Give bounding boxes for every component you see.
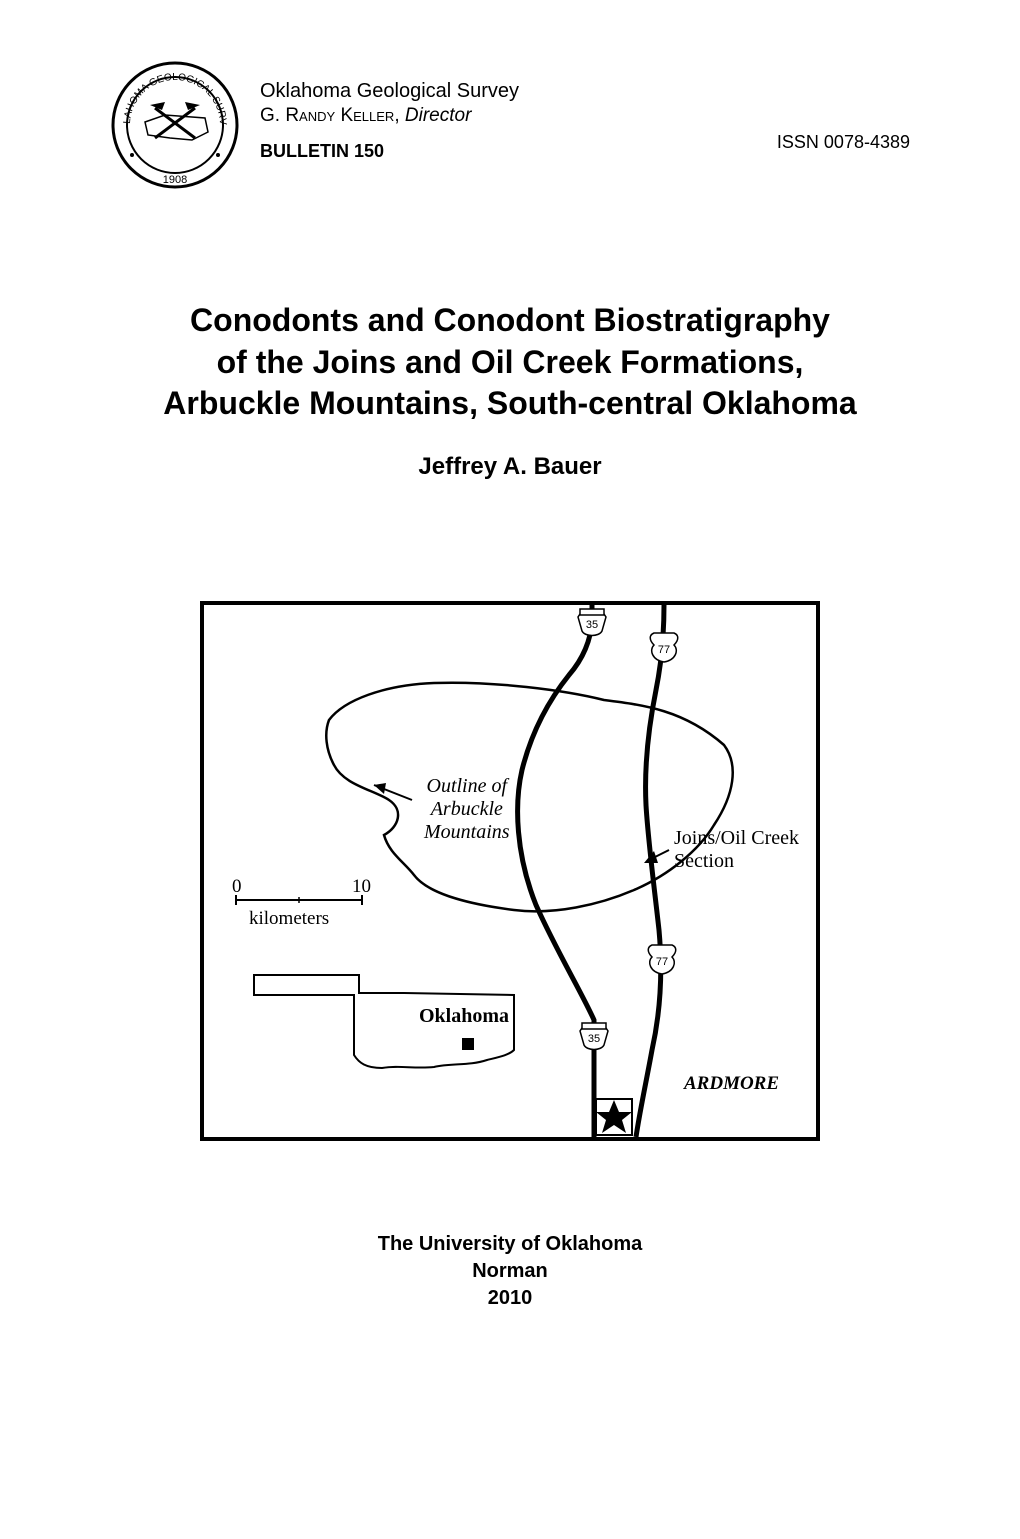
ardmore-star (596, 1099, 632, 1135)
svg-text:77: 77 (658, 644, 670, 656)
svg-text:35: 35 (588, 1033, 600, 1045)
footer-year: 2010 (488, 1287, 533, 1309)
title-line-3: Arbuckle Mountains, South-central Oklaho… (163, 385, 856, 421)
scale-unit: kilometers (249, 908, 329, 930)
arbuckle-outline (326, 683, 732, 912)
author: Jeffrey A. Bauer (110, 453, 910, 481)
oklahoma-label: Oklahoma (419, 1005, 509, 1028)
director-name: G. Randy Keller (260, 105, 394, 126)
i35-shield-top: 35 (578, 609, 606, 636)
scale-ten: 10 (352, 876, 371, 898)
outline-label: Outline of Arbuckle Mountains (424, 775, 510, 844)
svg-text:1908: 1908 (163, 174, 187, 186)
bulletin-number: BULLETIN 150 (260, 141, 757, 162)
scale-zero: 0 (232, 876, 242, 898)
footer-university: The University of Oklahoma (378, 1233, 643, 1255)
header-text-block: Oklahoma Geological Survey G. Randy Kell… (260, 60, 757, 162)
header-row: OKLAHOMA GEOLOGICAL SURVEY 1908 Oklahoma… (110, 60, 910, 190)
us77-shield-bottom: 77 (648, 945, 676, 974)
issn: ISSN 0078-4389 (777, 60, 910, 153)
ardmore-label: ARDMORE (684, 1073, 779, 1095)
ogs-logo: OKLAHOMA GEOLOGICAL SURVEY 1908 (110, 60, 240, 190)
i35-shield-bottom: 35 (580, 1023, 608, 1050)
us-77-road (636, 605, 664, 1137)
interstate-35-road (518, 605, 594, 1137)
footer: The University of Oklahoma Norman 2010 (110, 1231, 910, 1312)
location-map: 35 77 77 35 (200, 601, 820, 1141)
footer-city: Norman (472, 1260, 548, 1282)
section-label: Joins/Oil Creek Section (674, 827, 799, 873)
title-block: Conodonts and Conodont Biostratigraphy o… (110, 300, 910, 481)
svg-text:35: 35 (586, 619, 598, 631)
main-title: Conodonts and Conodont Biostratigraphy o… (110, 300, 910, 425)
director-title: Director (405, 105, 472, 126)
director-line: G. Randy Keller, Director (260, 105, 757, 127)
us77-shield-top: 77 (650, 633, 678, 662)
survey-name: Oklahoma Geological Survey (260, 80, 757, 103)
outline-arrow (374, 783, 412, 800)
title-line-1: Conodonts and Conodont Biostratigraphy (190, 302, 830, 338)
scale-bar (236, 895, 362, 905)
svg-text:77: 77 (656, 956, 668, 968)
title-line-2: of the Joins and Oil Creek Formations, (217, 344, 804, 380)
